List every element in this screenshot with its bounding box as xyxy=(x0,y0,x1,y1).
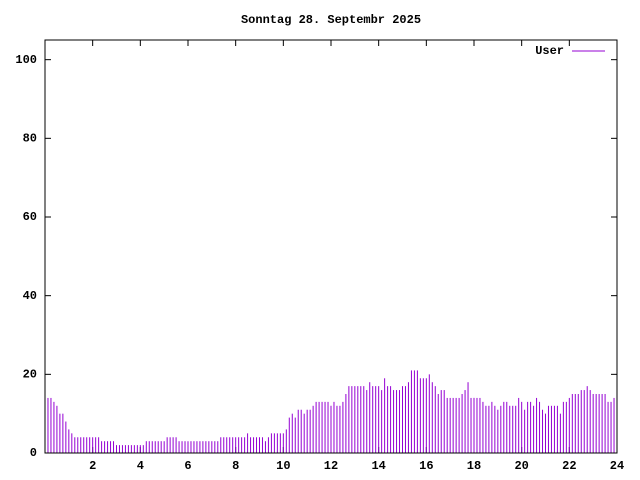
y-tick-label: 20 xyxy=(23,368,37,382)
x-tick-label: 8 xyxy=(232,459,239,473)
x-tick-label: 12 xyxy=(324,459,338,473)
x-tick-label: 22 xyxy=(562,459,576,473)
x-tick-label: 10 xyxy=(276,459,290,473)
y-tick-label: 80 xyxy=(23,132,37,146)
x-tick-label: 14 xyxy=(371,459,385,473)
x-tick-label: 18 xyxy=(467,459,481,473)
y-tick-label: 100 xyxy=(15,53,37,67)
x-tick-label: 24 xyxy=(610,459,624,473)
x-tick-label: 2 xyxy=(89,459,96,473)
plot-border xyxy=(44,39,618,454)
x-tick-label: 20 xyxy=(514,459,528,473)
chart-title: Sonntag 28. Septembr 2025 xyxy=(241,13,421,27)
y-tick-label: 60 xyxy=(23,210,37,224)
x-tick-label: 6 xyxy=(184,459,191,473)
y-tick-label: 40 xyxy=(23,289,37,303)
x-tick-label: 16 xyxy=(419,459,433,473)
legend-label: User xyxy=(535,44,564,58)
y-tick-label: 0 xyxy=(30,446,37,460)
x-tick-label: 4 xyxy=(137,459,144,473)
